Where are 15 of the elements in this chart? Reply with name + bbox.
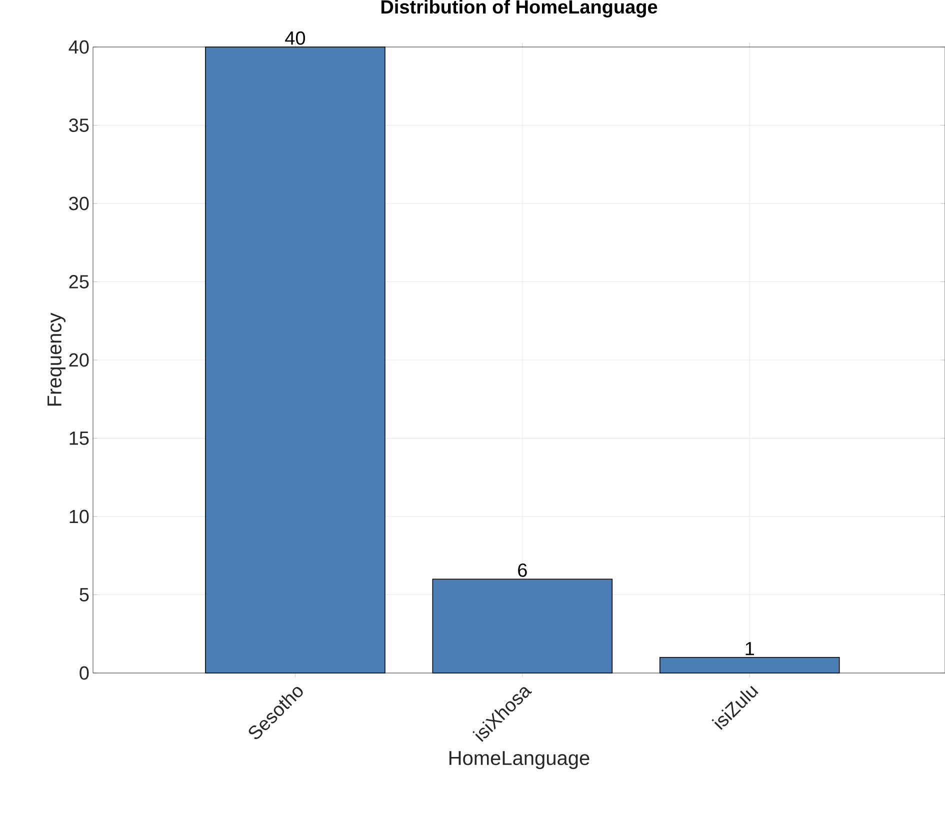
y-tick-label: 40: [68, 40, 89, 54]
y-tick-label: 0: [80, 666, 89, 680]
x-axis-title: HomeLanguage: [449, 751, 590, 770]
data-label: 6: [518, 563, 527, 577]
y-tick-label: 35: [69, 118, 89, 132]
data-label: 40: [285, 31, 306, 45]
chart-title: Distribution of HomeLanguage: [381, 0, 658, 18]
y-tick-label: 30: [69, 196, 89, 210]
y-tick-label: 10: [70, 510, 89, 524]
y-tick-label: 5: [80, 588, 89, 602]
data-label: 1: [746, 642, 754, 656]
y-tick-label: 20: [69, 353, 89, 367]
y-tick-label: 25: [69, 275, 89, 288]
y-axis-title: Frequency: [48, 312, 66, 406]
y-tick-label: 15: [70, 432, 89, 445]
